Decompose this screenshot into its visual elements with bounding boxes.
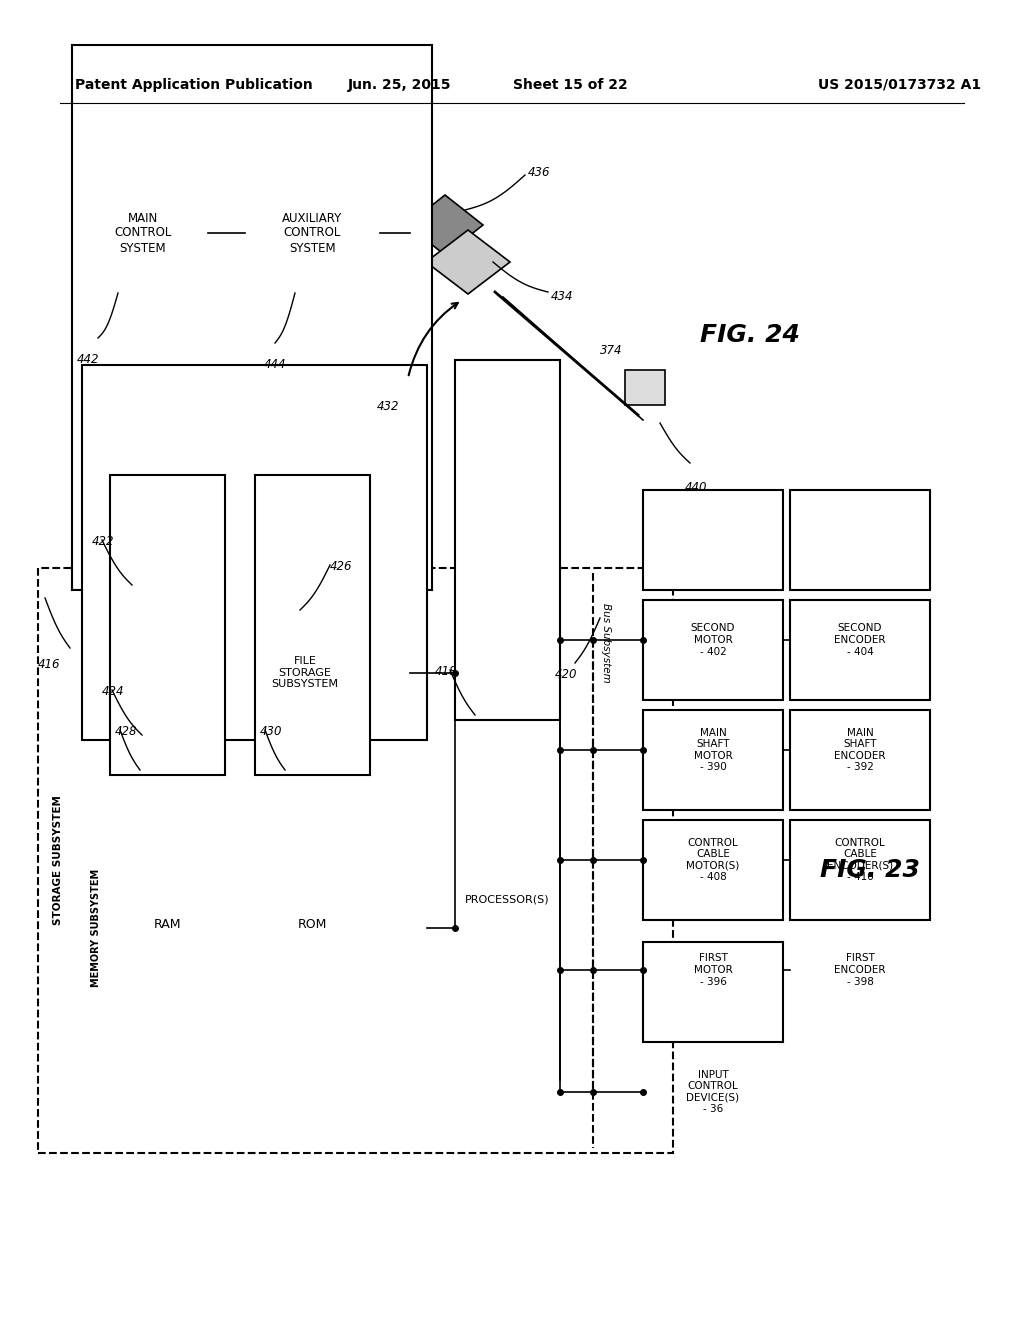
Text: FIG. 24: FIG. 24 <box>700 323 800 347</box>
Bar <box>455 360 560 719</box>
Text: 426: 426 <box>330 560 352 573</box>
Bar <box>625 370 665 405</box>
Text: 434: 434 <box>551 290 573 304</box>
Bar <box>643 942 783 1041</box>
Text: PROCESSOR(S): PROCESSOR(S) <box>465 895 550 906</box>
Text: Patent Application Publication: Patent Application Publication <box>75 78 312 92</box>
Bar <box>82 366 427 741</box>
Text: SECOND
MOTOR
- 402: SECOND MOTOR - 402 <box>691 623 735 656</box>
Text: 440: 440 <box>685 480 708 494</box>
Bar <box>72 45 432 590</box>
Text: FIG. 23: FIG. 23 <box>820 858 920 882</box>
Text: 444: 444 <box>264 358 287 371</box>
Bar <box>200 500 410 615</box>
Bar <box>643 820 783 920</box>
Text: INPUT
CONTROL
DEVICE(S)
- 36: INPUT CONTROL DEVICE(S) - 36 <box>686 1069 739 1114</box>
Bar <box>643 710 783 810</box>
Bar <box>790 710 930 810</box>
Bar <box>643 490 783 590</box>
Text: FILE
STORAGE
SUBSYSTEM: FILE STORAGE SUBSYSTEM <box>271 656 339 689</box>
Polygon shape <box>407 195 483 255</box>
Text: AUXILIARY
CONTROL
SYSTEM: AUXILIARY CONTROL SYSTEM <box>283 211 343 255</box>
Bar <box>245 69 380 178</box>
Text: STORAGE SUBSYSTEM: STORAGE SUBSYSTEM <box>53 796 63 925</box>
Text: 422: 422 <box>92 535 115 548</box>
Bar <box>790 601 930 700</box>
Bar <box>78 69 208 178</box>
Text: MAIN
SHAFT
MOTOR
- 390: MAIN SHAFT MOTOR - 390 <box>693 727 732 772</box>
Text: Bus Subsystem: Bus Subsystem <box>601 603 611 682</box>
Bar <box>255 475 370 775</box>
Text: SECOND
ENCODER
- 404: SECOND ENCODER - 404 <box>835 623 886 656</box>
Text: US 2015/0173732 A1: US 2015/0173732 A1 <box>818 78 982 92</box>
Text: 430: 430 <box>260 725 283 738</box>
Bar <box>38 568 673 1152</box>
Bar <box>110 475 225 775</box>
Bar <box>790 490 930 590</box>
Text: 418: 418 <box>435 665 458 678</box>
Text: RAM: RAM <box>154 919 181 932</box>
Polygon shape <box>426 230 510 294</box>
Text: 424: 424 <box>102 685 125 698</box>
Bar <box>643 601 783 700</box>
Text: 374: 374 <box>600 343 623 356</box>
Text: 432: 432 <box>377 400 399 413</box>
Text: 436: 436 <box>528 166 551 180</box>
Bar <box>790 820 930 920</box>
Text: 428: 428 <box>115 725 137 738</box>
Text: CONTROL
CABLE
MOTOR(S)
- 408: CONTROL CABLE MOTOR(S) - 408 <box>686 838 739 882</box>
Text: ROM: ROM <box>298 919 328 932</box>
Text: 416: 416 <box>38 657 60 671</box>
Text: MAIN
SHAFT
ENCODER
- 392: MAIN SHAFT ENCODER - 392 <box>835 727 886 772</box>
Text: FIRST
MOTOR
- 396: FIRST MOTOR - 396 <box>693 953 732 986</box>
Text: FIRST
ENCODER
- 398: FIRST ENCODER - 398 <box>835 953 886 986</box>
Text: 420: 420 <box>555 668 578 681</box>
Text: MEMORY SUBSYSTEM: MEMORY SUBSYSTEM <box>91 869 101 986</box>
Text: 442: 442 <box>77 352 99 366</box>
Text: Sheet 15 of 22: Sheet 15 of 22 <box>513 78 628 92</box>
Text: CONTROL
CABLE
ENCODER(S)
- 410: CONTROL CABLE ENCODER(S) - 410 <box>827 838 893 882</box>
Text: MAIN
CONTROL
SYSTEM: MAIN CONTROL SYSTEM <box>115 211 172 255</box>
Text: Jun. 25, 2015: Jun. 25, 2015 <box>348 78 452 92</box>
